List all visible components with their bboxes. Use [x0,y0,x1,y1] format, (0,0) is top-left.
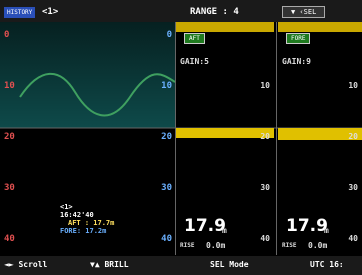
depth-scale: 0 [167,30,172,40]
depth-scale: 10 [4,81,15,91]
depth-scale: 30 [260,183,270,192]
panel-label: FORE [286,33,310,44]
rise-label: RISE [282,242,296,249]
depth: 17.9 [184,216,226,236]
sonar-screen: HISTORY <1> RANGE : 4 ▼ ‹SEL <1> 16:42'4… [0,0,362,275]
cursor-channel: <1> [60,203,114,211]
rise-label: RISE [180,242,194,249]
depth-scale: 30 [4,183,15,193]
depth-scale: 20 [4,132,15,142]
bottom-item: UTC 16: [310,260,344,269]
history-button[interactable]: HISTORY [4,7,35,18]
depth: 17.9 [286,216,328,236]
depth-scale: 20 [348,132,358,141]
depth-scale: 40 [4,234,15,244]
depth-scale: 30 [348,183,358,192]
depth-scale: 0 [4,30,9,40]
cursor-aft: AFT : 17.7m [60,219,114,227]
surface-echo [278,22,362,32]
depth-scale: 10 [260,81,270,90]
bottom-bar [0,256,362,275]
bottom-item: ▼▲ BRILL [90,260,129,269]
panel-label: AFT [184,33,205,44]
surface-echo [176,22,274,32]
depth-scale: 40 [348,234,358,243]
bottom-item: SEL Mode [210,260,249,269]
depth-unit: m [222,226,227,235]
rise-value: 0.0m [308,241,327,250]
gain: GAIN:5 [180,57,209,66]
depth-scale: 10 [348,81,358,90]
depth-scale: 40 [161,234,172,244]
rise-value: 0.0m [206,241,225,250]
range: RANGE : 4 [190,7,239,17]
depth-scale: 10 [161,81,172,91]
depth-scale: 40 [260,234,270,243]
depth-scale: 20 [161,132,172,142]
bottom-item: ◄► Scroll [4,260,47,269]
sel-button[interactable]: ▼ ‹SEL [282,6,325,18]
divider [276,22,277,255]
cursor-info: <1> 16:42'40 AFT : 17.7m FORE: 17.2m [60,203,114,235]
depth-unit: m [324,226,329,235]
channel: <1> [42,7,58,17]
gain: GAIN:9 [282,57,311,66]
water-column [0,22,175,128]
cursor-fore: FORE: 17.2m [60,227,114,235]
divider [175,22,176,255]
depth-scale: 20 [260,132,270,141]
cursor-time: 16:42'40 [60,211,114,219]
bottom-echo [176,128,274,138]
depth-scale: 30 [161,183,172,193]
